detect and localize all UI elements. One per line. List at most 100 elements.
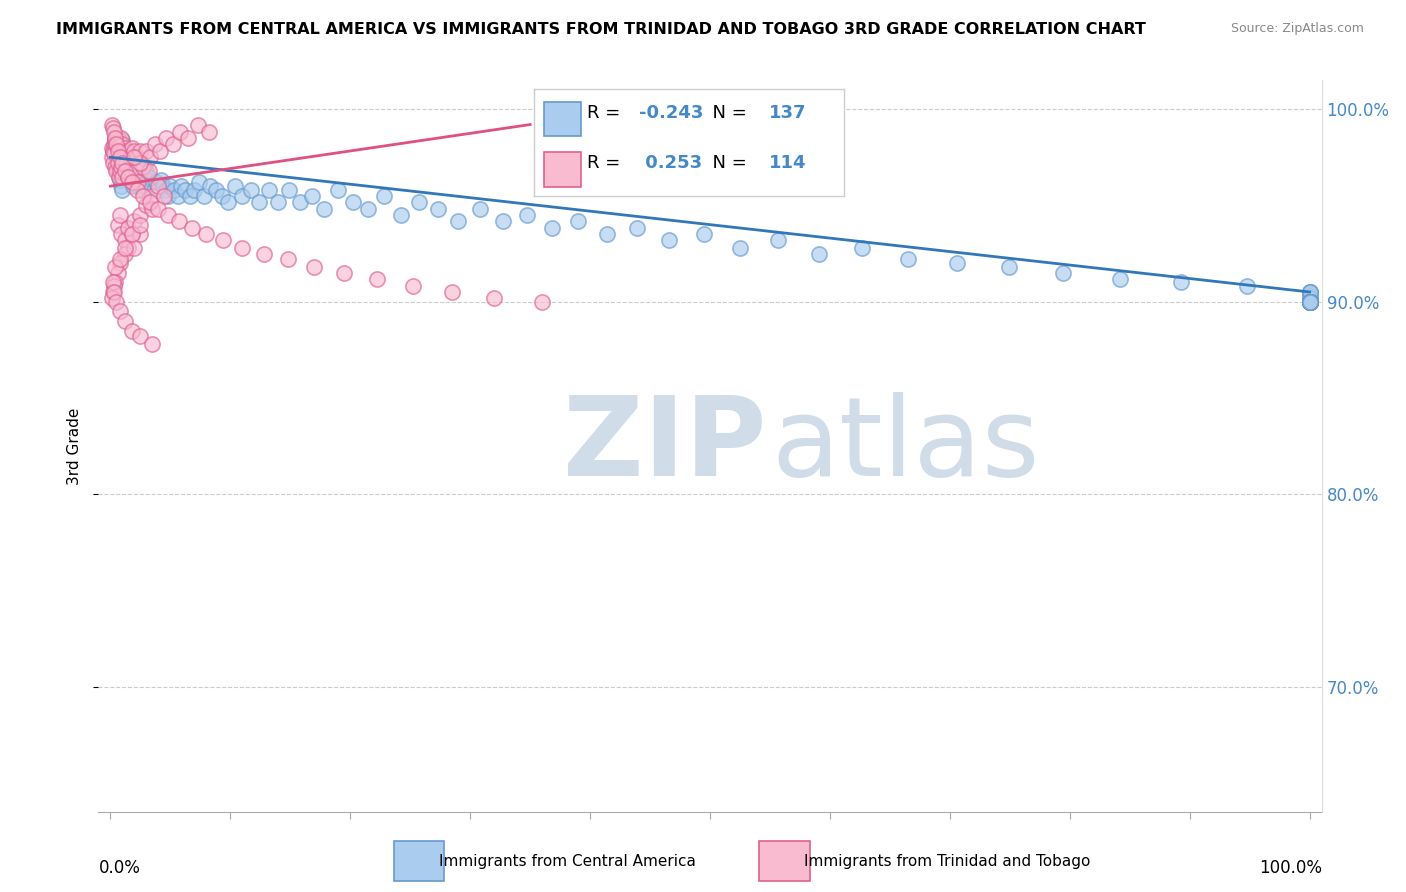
Point — [132, 183, 155, 197]
Point — [1298, 294, 1320, 309]
Text: Source: ZipAtlas.com: Source: ZipAtlas.com — [1230, 22, 1364, 36]
Point — [156, 208, 179, 222]
Point — [105, 146, 128, 161]
Point — [107, 131, 129, 145]
Point — [120, 163, 142, 178]
Point — [277, 252, 299, 267]
Text: R =: R = — [586, 103, 626, 121]
Point — [142, 183, 165, 197]
Point — [135, 198, 157, 212]
Point — [107, 266, 129, 280]
Point — [357, 202, 380, 217]
Point — [112, 145, 135, 159]
Point — [103, 146, 125, 161]
Point — [107, 133, 129, 147]
Point — [1298, 294, 1320, 309]
Point — [1298, 294, 1320, 309]
Point — [1109, 271, 1132, 285]
Point — [1298, 294, 1320, 309]
Point — [138, 169, 160, 184]
Text: N =: N = — [702, 103, 752, 121]
Point — [997, 260, 1019, 274]
Point — [693, 227, 716, 242]
Text: atlas: atlas — [772, 392, 1039, 500]
Point — [156, 188, 179, 202]
Point — [205, 183, 228, 197]
Point — [108, 304, 131, 318]
Point — [122, 175, 145, 189]
Point — [110, 131, 132, 145]
Point — [104, 131, 127, 145]
Point — [1298, 294, 1320, 309]
Point — [117, 169, 139, 184]
Point — [366, 271, 388, 285]
Point — [1298, 294, 1320, 309]
Point — [111, 169, 134, 184]
Point — [129, 173, 152, 187]
Point — [111, 136, 134, 151]
Point — [193, 188, 215, 202]
Point — [101, 145, 124, 159]
Point — [1298, 294, 1320, 309]
Point — [108, 256, 131, 270]
Point — [1298, 294, 1320, 309]
Point — [183, 183, 205, 197]
Point — [124, 241, 146, 255]
Point — [1298, 294, 1320, 309]
Point — [118, 150, 141, 164]
Point — [1170, 276, 1192, 290]
Point — [159, 179, 181, 194]
Point — [169, 125, 191, 139]
Point — [1298, 294, 1320, 309]
Point — [114, 141, 136, 155]
Point — [1298, 294, 1320, 309]
Point — [328, 183, 350, 197]
Point — [134, 179, 156, 194]
Point — [104, 160, 127, 174]
Point — [1298, 294, 1320, 309]
Point — [408, 194, 430, 209]
FancyBboxPatch shape — [544, 153, 581, 186]
Point — [626, 221, 648, 235]
Point — [108, 136, 131, 151]
Point — [139, 150, 162, 164]
Point — [231, 241, 253, 255]
Point — [100, 141, 122, 155]
Point — [1298, 294, 1320, 309]
Point — [121, 324, 143, 338]
Point — [107, 145, 129, 159]
Point — [124, 150, 146, 164]
Point — [139, 194, 162, 209]
Point — [540, 221, 562, 235]
Point — [155, 183, 177, 197]
Point — [1298, 294, 1320, 309]
Point — [153, 188, 176, 202]
Point — [110, 143, 132, 157]
Point — [129, 227, 152, 242]
Point — [181, 221, 204, 235]
Point — [129, 218, 152, 232]
Point — [103, 285, 125, 299]
Point — [100, 291, 122, 305]
Point — [114, 246, 136, 260]
Point — [389, 208, 412, 222]
Point — [1298, 294, 1320, 309]
Point — [1298, 294, 1320, 309]
Point — [267, 194, 290, 209]
Point — [135, 145, 157, 159]
Point — [1236, 279, 1258, 293]
Point — [1298, 294, 1320, 309]
Point — [231, 188, 253, 202]
Point — [195, 227, 218, 242]
Point — [1052, 266, 1074, 280]
Point — [143, 136, 166, 151]
Point — [121, 175, 143, 189]
Point — [104, 260, 127, 274]
Point — [101, 156, 124, 170]
Point — [658, 233, 681, 247]
Point — [149, 145, 172, 159]
Point — [247, 194, 270, 209]
Point — [217, 194, 239, 209]
Point — [1298, 294, 1320, 309]
Point — [567, 214, 589, 228]
